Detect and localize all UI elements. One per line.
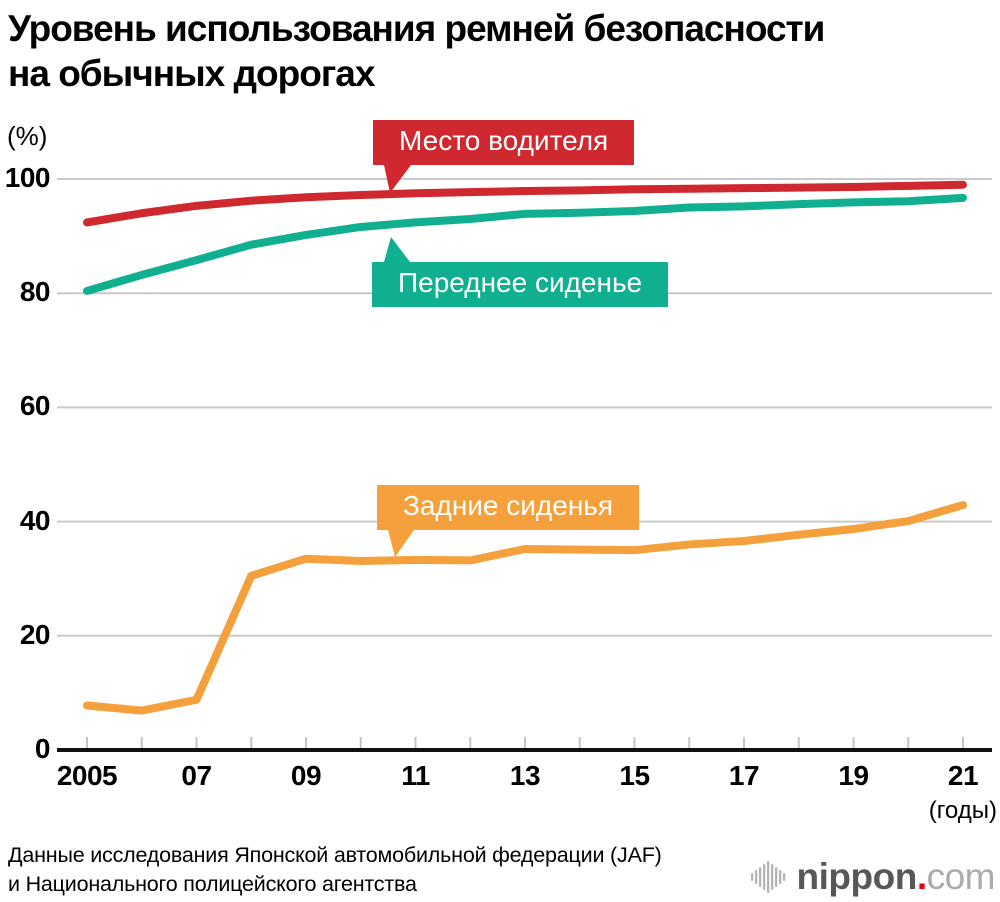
front-seat-line <box>83 193 967 295</box>
logo-tld: com <box>926 855 996 897</box>
chart-title: Уровень использования ремней безопасност… <box>8 6 825 96</box>
x-tick-label-07: 07 <box>181 760 212 791</box>
driver-seat-callout-pointer <box>384 164 411 193</box>
nippon-com-logo: nippon.com <box>749 855 996 897</box>
x-tick-label-21: 21 <box>947 760 979 791</box>
y-tick-label-40: 40 <box>19 504 51 536</box>
front-seat-label: Переднее сиденье <box>398 267 643 298</box>
x-tick-label-2005: 2005 <box>56 760 118 791</box>
driver-seat-label: Место водителя <box>399 125 609 156</box>
y-tick-label-80: 80 <box>19 276 51 308</box>
x-tick-label-19: 19 <box>838 760 869 791</box>
y-axis-unit-label: (%) <box>7 121 48 151</box>
soundbar <box>750 873 753 881</box>
x-axis-unit-label: (годы) <box>928 797 997 824</box>
y-tick-label-60: 60 <box>19 390 51 422</box>
soundbar <box>762 864 765 890</box>
y-tick-label-20: 20 <box>19 618 51 650</box>
nippon-com-wordmark: nippon.com <box>796 855 996 897</box>
soundbar <box>754 870 757 884</box>
soundbar <box>782 873 785 881</box>
x-tick-label-13: 13 <box>509 760 541 791</box>
soundbar <box>778 870 781 884</box>
rear-seat-label: Задние сиденья <box>403 490 614 521</box>
front-seat-callout-pointer <box>384 237 410 262</box>
soundbar <box>774 867 777 887</box>
nippon-soundbars-icon <box>750 861 785 893</box>
driver-seat-callout: Место водителя <box>373 120 635 193</box>
soundbar <box>758 867 761 887</box>
y-tick-label-100: 100 <box>4 162 51 193</box>
x-tick-label-15: 15 <box>619 760 650 791</box>
data-source-line1: Данные исследования Японской автомобильн… <box>8 843 662 867</box>
x-tick-label-09: 09 <box>290 760 322 791</box>
y-tick-label-0: 0 <box>34 733 51 764</box>
driver-seat-line <box>83 180 967 227</box>
rear-seat-callout: Задние сиденья <box>377 485 640 557</box>
chart-title-line2: на обычных дорогах <box>8 53 375 95</box>
x-tick-label-17: 17 <box>728 760 760 791</box>
rear-seat-line <box>83 501 967 715</box>
data-source-note: Данные исследования Японской автомобильн… <box>8 841 662 899</box>
chart-title-line1: Уровень использования ремней безопасност… <box>8 8 825 49</box>
soundbar <box>766 861 769 893</box>
front-seat-callout: Переднее сиденье <box>372 237 669 307</box>
data-source-line2: и Национального полицейского агентства <box>8 872 417 897</box>
x-tick-label-11: 11 <box>401 760 430 791</box>
soundbar <box>770 864 773 890</box>
logo-name: nippon <box>796 855 918 897</box>
rear-seat-callout-pointer <box>388 529 414 557</box>
logo-dot: . <box>916 855 927 897</box>
